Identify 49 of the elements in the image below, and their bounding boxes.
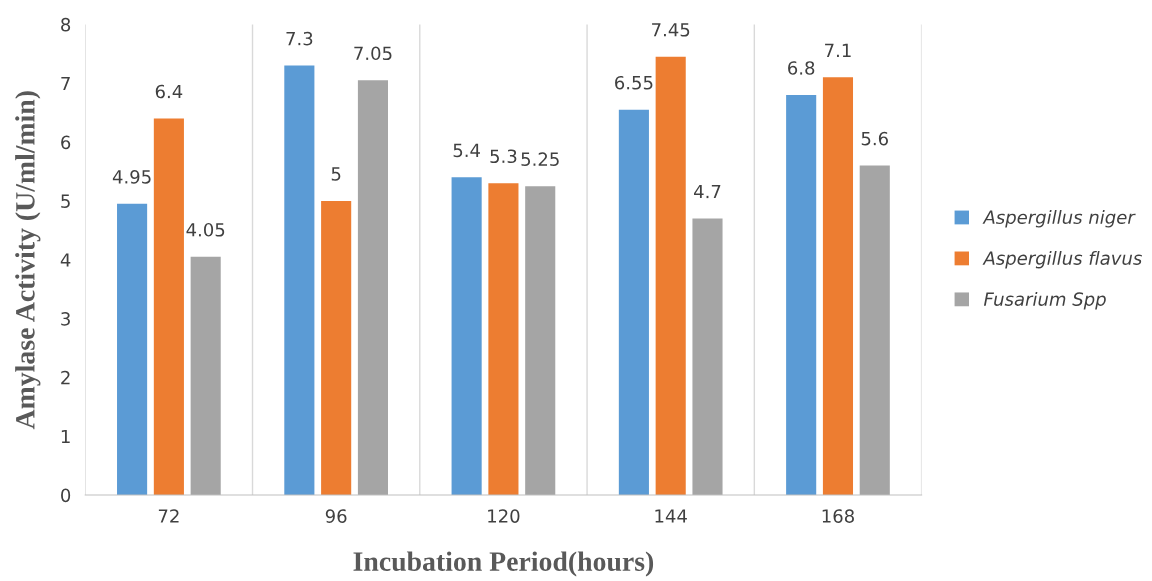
data-label: 5.25 [521,152,559,167]
y-axis-title: Amylase Activity (U/ml/min) [15,91,41,430]
y-tick-label: 0 [61,488,71,503]
bar [117,203,148,496]
x-tick-label: 144 [655,509,687,523]
x-axis-title: Incubation Period(hours) [353,551,654,577]
y-tick-label: 2 [61,370,70,385]
data-label: 7.45 [652,23,690,37]
bar [822,77,854,496]
bar [284,65,315,496]
bar [859,165,890,496]
x-tick-label: 96 [325,509,347,523]
data-label: 7.1 [825,43,851,57]
legend-label: Aspergillus niger [982,210,1136,228]
y-tick-label: 8 [61,17,71,32]
data-label: 6.55 [615,75,653,90]
data-label: 4.7 [694,184,721,199]
bar [786,94,817,496]
data-label: 5.6 [861,131,888,146]
y-tick-label: 3 [61,311,70,326]
bar [655,56,686,496]
legend-label: Fusarium Spp [983,291,1106,310]
legend-label: Aspergillus flavus [982,250,1142,269]
data-label: 7.05 [354,46,392,61]
bar [692,218,723,496]
bar [153,118,184,496]
data-label: 6.8 [788,61,815,75]
data-label: 5 [331,167,341,181]
bar [525,186,556,496]
data-label: 4.95 [112,170,151,184]
y-tick-label: 1 [61,429,70,444]
x-tick-label: 120 [488,509,520,523]
x-tick-label: 72 [158,509,179,523]
data-label: 5.4 [453,143,480,158]
y-tick-label: 6 [61,135,71,150]
y-tick-label: 7 [61,76,70,91]
bar [618,109,649,496]
bar [488,183,519,496]
bar [321,200,352,496]
bar [451,177,482,496]
bar [190,256,221,496]
data-label: 4.05 [186,222,225,237]
x-tick-label: 168 [822,509,854,523]
data-label: 7.3 [286,31,313,46]
data-label: 6.4 [155,84,183,99]
bar [357,80,389,496]
y-tick-label: 5 [61,194,70,208]
data-label: 5.3 [490,149,517,164]
y-tick-label: 4 [60,253,71,267]
